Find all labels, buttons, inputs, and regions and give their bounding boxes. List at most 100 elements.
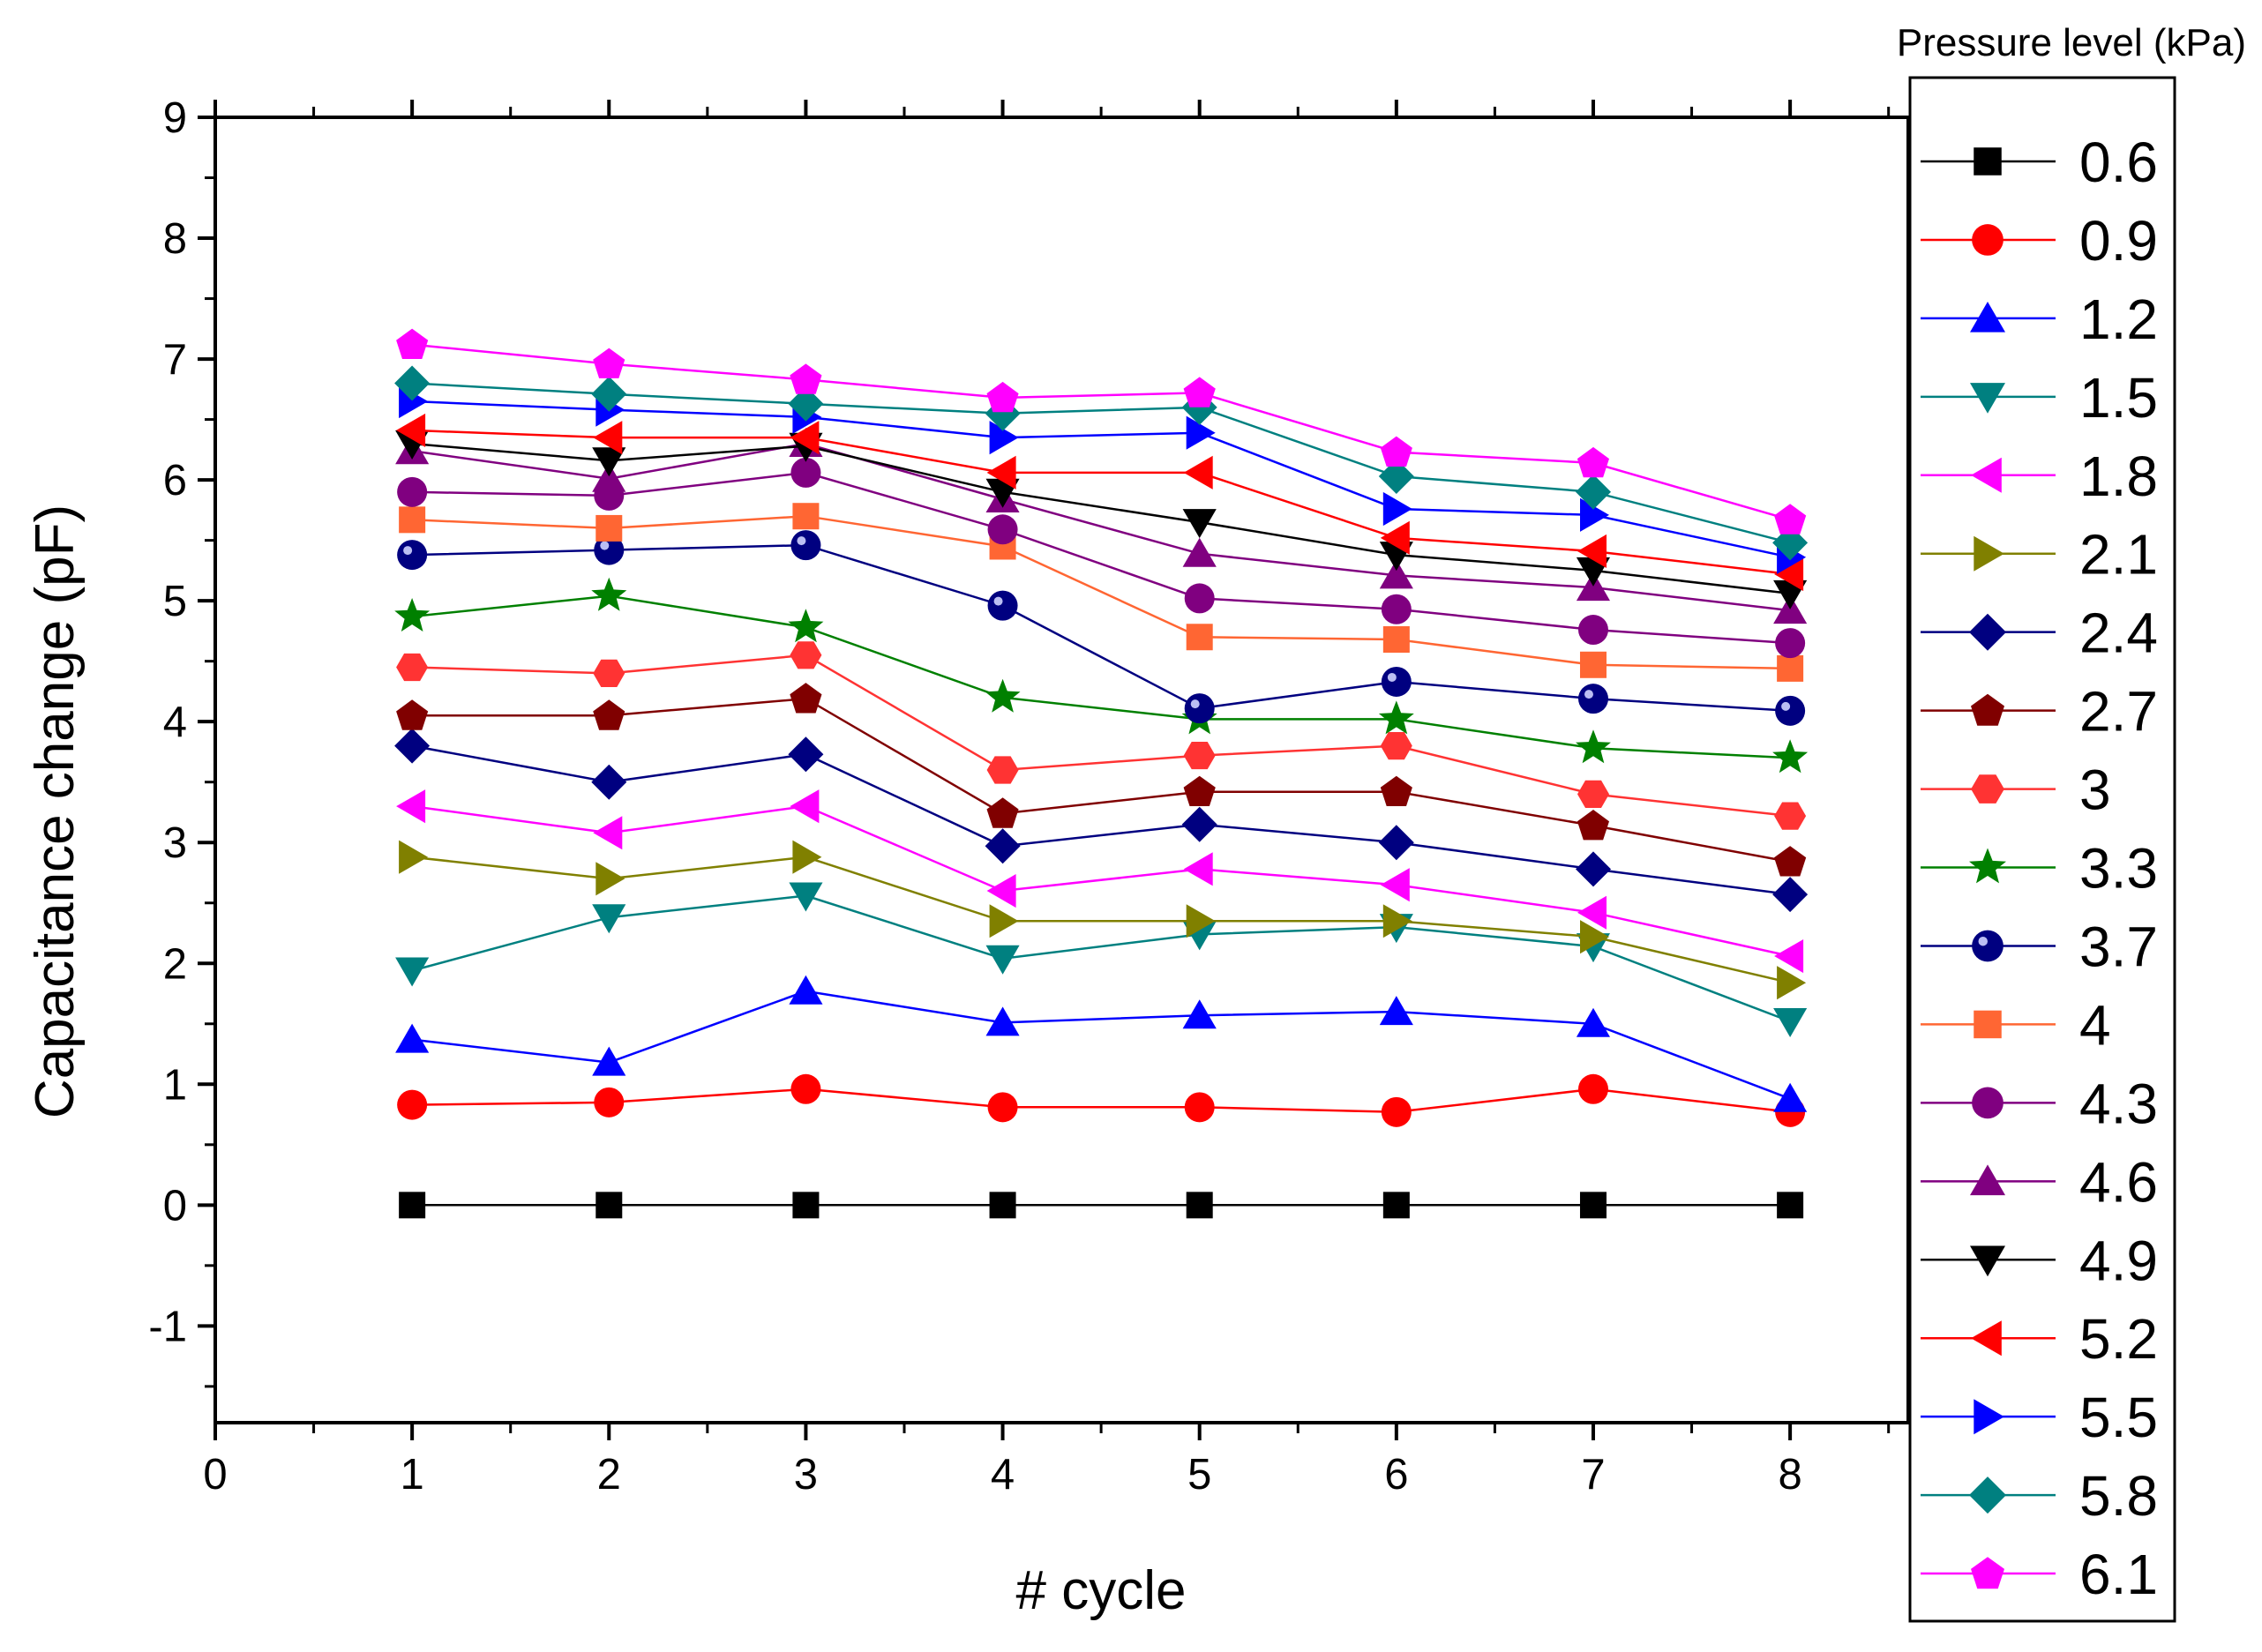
x-tick-label: 2 — [597, 1451, 621, 1499]
data-point — [592, 904, 626, 934]
data-point — [1182, 999, 1217, 1029]
legend-label: 0.6 — [2079, 131, 2158, 194]
data-point — [790, 641, 822, 669]
x-tick-label: 6 — [1384, 1451, 1408, 1499]
y-tick-label: 6 — [163, 457, 187, 505]
data-point — [1774, 504, 1807, 534]
legend-item: 5.8 — [1921, 1464, 2158, 1528]
legend-marker — [1972, 1087, 2004, 1119]
data-point — [593, 816, 623, 850]
series-line — [412, 382, 1791, 544]
data-point — [1576, 729, 1611, 764]
series-line — [411, 744, 1791, 896]
series-line — [411, 856, 1791, 984]
legend-label: 6.1 — [2079, 1543, 2158, 1606]
legend-label: 5.2 — [2079, 1307, 2158, 1371]
legend-marker — [1974, 1010, 2002, 1039]
series-0.9 — [397, 1073, 1806, 1127]
data-point — [396, 413, 426, 447]
data-point — [1382, 626, 1410, 653]
x-tick-label: 3 — [794, 1451, 818, 1499]
data-point — [1378, 459, 1414, 494]
legend-item: 1.2 — [1921, 288, 2158, 351]
data-point — [1772, 877, 1809, 913]
data-point — [1380, 436, 1412, 467]
series-layer — [394, 328, 1809, 1219]
data-point — [399, 840, 429, 874]
series-1.8 — [396, 789, 1804, 974]
data-point — [595, 514, 623, 542]
legend-marker — [1970, 383, 2005, 414]
legend-marker — [1971, 693, 2004, 726]
x-tick-label: 5 — [1187, 1451, 1211, 1499]
y-tick-label: 1 — [163, 1061, 187, 1109]
data-point — [1577, 810, 1609, 841]
legend-marker — [1974, 535, 2004, 572]
data-point — [394, 728, 431, 764]
legend-label: 3 — [2079, 759, 2111, 822]
data-point — [788, 385, 824, 422]
data-point — [987, 1092, 1018, 1123]
legend-item: 4.9 — [1921, 1229, 2158, 1292]
y-tick-label: 8 — [163, 215, 187, 263]
legend-label: 4.3 — [2079, 1072, 2158, 1135]
legend-item: 4.6 — [1921, 1150, 2158, 1214]
data-point — [790, 789, 820, 824]
data-point — [593, 659, 625, 687]
data-point — [986, 756, 1019, 784]
data-point — [985, 828, 1021, 864]
legend-marker — [1971, 457, 2002, 493]
data-point — [1184, 693, 1215, 724]
data-point — [1382, 491, 1412, 527]
data-point — [1186, 1192, 1213, 1219]
data-point — [1777, 654, 1804, 682]
y-tick-label: 7 — [163, 336, 187, 384]
legend-label: 0.9 — [2079, 209, 2158, 273]
series-3 — [396, 641, 1807, 830]
data-point — [396, 328, 429, 359]
data-point — [790, 363, 822, 394]
data-point — [1577, 895, 1607, 930]
series-0.6 — [399, 1192, 1804, 1219]
legend-marker — [1971, 774, 2004, 804]
data-point — [788, 736, 824, 773]
legend-item: 2.7 — [1921, 680, 2158, 744]
data-point — [591, 376, 627, 412]
data-point — [399, 1192, 426, 1219]
data-point — [1775, 628, 1806, 659]
legend-marker — [1970, 1245, 2005, 1277]
data-point — [1380, 868, 1410, 902]
series-line — [411, 990, 1791, 1100]
data-point — [1186, 415, 1216, 450]
data-point — [397, 476, 428, 507]
data-point — [986, 797, 1019, 828]
data-point — [1381, 1096, 1412, 1127]
data-point — [1378, 825, 1414, 861]
series-5.2 — [396, 413, 1804, 592]
data-point — [594, 1087, 625, 1118]
data-point — [1380, 520, 1410, 555]
legend-label: 4 — [2079, 993, 2111, 1057]
data-point — [1183, 775, 1216, 806]
legend-marker — [1972, 930, 2004, 962]
data-point — [987, 590, 1018, 621]
data-point — [595, 862, 625, 896]
data-point — [1774, 846, 1807, 877]
data-point — [1580, 497, 1609, 532]
data-point — [986, 874, 1016, 908]
legend-item: 4.3 — [1921, 1072, 2158, 1135]
legend-item: 3.3 — [1921, 837, 2158, 901]
data-point — [1577, 780, 1609, 808]
data-point — [1381, 594, 1412, 624]
data-point — [1774, 802, 1807, 830]
data-point — [1579, 651, 1607, 678]
data-point — [1186, 904, 1216, 938]
series-6.1 — [396, 328, 1807, 534]
x-tick-label: 8 — [1778, 1451, 1801, 1499]
data-point — [1777, 1192, 1804, 1219]
data-point — [789, 882, 823, 912]
series-3.7 — [397, 530, 1806, 726]
data-point — [395, 957, 430, 987]
data-point — [397, 1089, 428, 1120]
